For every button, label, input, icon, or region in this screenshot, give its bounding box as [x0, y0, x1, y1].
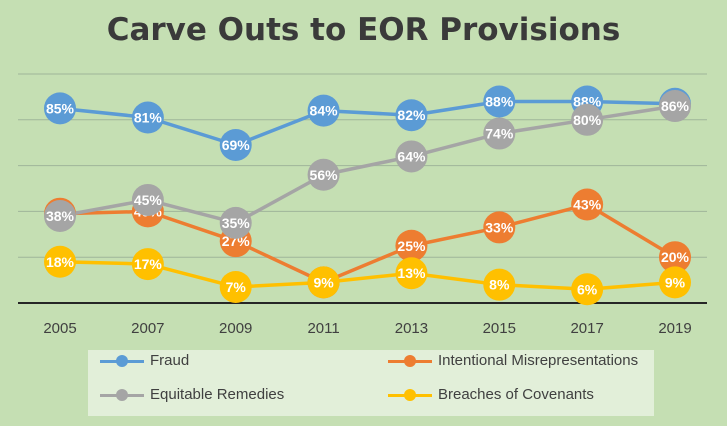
data-label: 13%	[397, 265, 426, 281]
data-point	[131, 183, 164, 216]
data-point	[131, 248, 164, 281]
data-point	[44, 245, 76, 278]
data-point	[219, 206, 252, 239]
x-tick-label: 2005	[43, 320, 76, 337]
data-point	[131, 101, 164, 134]
data-label: 17%	[134, 256, 163, 272]
data-point	[395, 257, 428, 290]
data-point	[571, 188, 604, 221]
data-point	[395, 99, 428, 132]
legend-item: Fraud	[100, 352, 189, 369]
data-point	[571, 103, 604, 136]
data-label: 69%	[222, 137, 251, 153]
data-point	[571, 273, 604, 306]
data-point	[44, 199, 76, 232]
data-label: 82%	[397, 107, 426, 123]
data-label: 35%	[222, 215, 251, 231]
data-label: 9%	[313, 274, 334, 290]
data-label: 64%	[397, 148, 426, 164]
x-tick-label: 2017	[570, 320, 603, 337]
data-label: 20%	[661, 249, 690, 265]
data-point	[483, 268, 516, 301]
data-point	[395, 229, 428, 262]
data-label: 7%	[226, 279, 247, 295]
data-label: 56%	[310, 167, 339, 183]
data-point	[307, 266, 340, 299]
x-tick-label: 2009	[219, 320, 252, 337]
data-point	[395, 140, 428, 173]
x-tick-label: 2007	[131, 320, 164, 337]
data-point	[659, 266, 691, 299]
legend-swatch	[100, 388, 144, 401]
data-point	[659, 241, 691, 274]
legend-item: Equitable Remedies	[100, 386, 284, 403]
data-point	[307, 158, 340, 191]
x-tick-label: 2015	[483, 320, 516, 337]
data-label: 80%	[573, 112, 602, 128]
legend-item: Breaches of Covenants	[388, 386, 594, 403]
data-label: 43%	[573, 197, 602, 213]
data-point	[483, 117, 516, 150]
data-point	[307, 94, 340, 127]
chart-title: Carve Outs to EOR Provisions	[106, 12, 621, 48]
data-label: 74%	[485, 126, 514, 142]
data-label: 33%	[485, 219, 514, 235]
legend-swatch	[388, 388, 432, 401]
data-label: 84%	[310, 103, 339, 119]
legend-swatch	[388, 354, 432, 367]
x-tick-label: 2019	[658, 320, 691, 337]
legend-label: Breaches of Covenants	[438, 386, 594, 403]
data-point	[483, 85, 516, 118]
legend-item: Intentional Misrepresentations	[388, 352, 638, 369]
data-label: 88%	[485, 93, 514, 109]
legend-label: Equitable Remedies	[150, 386, 285, 403]
data-point	[219, 128, 252, 161]
data-label: 86%	[661, 98, 690, 114]
legend: Fraud Intentional Misrepresentations Equit…	[88, 350, 654, 416]
data-label: 25%	[397, 238, 426, 254]
legend-label: Intentional Misrepresentations	[438, 352, 639, 369]
data-label: 45%	[134, 192, 163, 208]
data-label: 9%	[665, 274, 686, 290]
data-label: 18%	[46, 254, 75, 270]
data-label: 6%	[577, 281, 598, 297]
legend-swatch	[100, 354, 144, 367]
data-point	[659, 90, 691, 123]
data-label: 81%	[134, 110, 163, 126]
data-label: 85%	[46, 100, 75, 116]
data-point	[219, 270, 252, 303]
data-point	[44, 92, 76, 125]
data-point	[483, 211, 516, 244]
data-label: 8%	[489, 277, 510, 293]
data-label: 38%	[46, 208, 75, 224]
x-tick-label: 2013	[395, 320, 428, 337]
legend-label: Fraud	[150, 352, 190, 369]
x-tick-label: 2011	[307, 320, 339, 337]
